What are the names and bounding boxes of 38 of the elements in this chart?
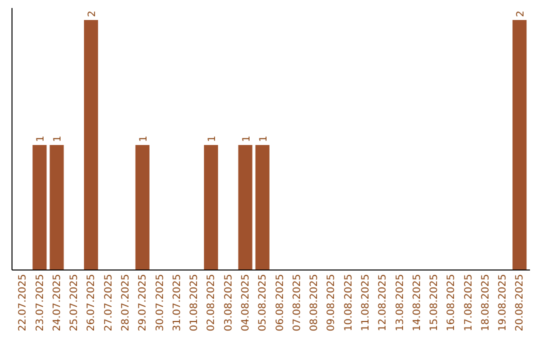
x-tick-label: 07.08.2025: [292, 274, 303, 332]
x-tick-label: 27.07.2025: [103, 274, 114, 332]
x-tick-label: 22.07.2025: [18, 274, 29, 332]
x-tick-label: 05.08.2025: [258, 274, 269, 332]
x-tick-label: 02.08.2025: [206, 274, 218, 332]
x-tick-label: 18.08.2025: [480, 274, 492, 332]
data-label: 2: [516, 10, 527, 17]
x-tick-label: 31.07.2025: [172, 274, 183, 332]
x-tick-label: 19.08.2025: [498, 274, 509, 332]
x-tick-label: 03.08.2025: [223, 274, 234, 332]
x-tick-label: 10.08.2025: [343, 274, 354, 332]
x-tick-label: 28.07.2025: [120, 274, 132, 332]
x-tick-label: 17.08.2025: [463, 274, 474, 332]
x-tick-label: 01.08.2025: [189, 274, 200, 332]
data-label: 2: [87, 10, 98, 17]
x-tick-label: 15.08.2025: [429, 274, 440, 332]
x-tick-label: 06.08.2025: [274, 274, 286, 332]
x-tick-label: 23.07.2025: [34, 274, 46, 332]
x-tick-label: 24.07.2025: [52, 274, 63, 332]
data-label: 1: [52, 136, 64, 142]
x-tick-label: 14.08.2025: [412, 274, 423, 332]
data-label: 1: [36, 136, 47, 142]
x-tick-label: 12.08.2025: [378, 274, 389, 332]
x-tick-label: 26.07.2025: [86, 274, 98, 332]
x-tick-label: 11.08.2025: [360, 274, 372, 332]
data-label: 1: [258, 136, 270, 142]
x-tick-label: 29.07.2025: [138, 274, 149, 332]
x-tick-label: 08.08.2025: [309, 274, 320, 332]
x-tick-label: 25.07.2025: [69, 274, 80, 332]
data-label: 1: [207, 136, 218, 142]
x-tick-label: 04.08.2025: [240, 274, 252, 332]
x-tick-label: 09.08.2025: [326, 274, 338, 332]
data-label: 1: [241, 136, 252, 142]
x-tick-label: 30.07.2025: [154, 274, 166, 332]
x-tick-label: 16.08.2025: [446, 274, 458, 332]
x-tick-label: 20.08.2025: [514, 274, 526, 332]
data-label: 1: [138, 136, 150, 142]
x-tick-label: 13.08.2025: [394, 274, 406, 332]
